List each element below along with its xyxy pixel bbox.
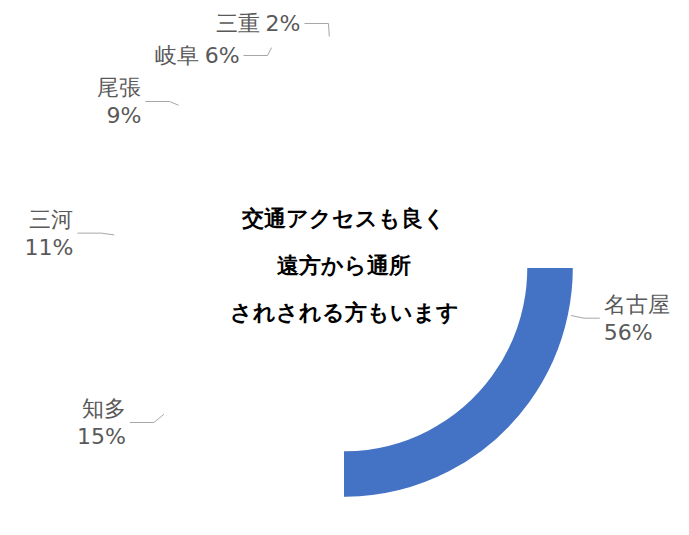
value-label: 15% <box>77 424 126 449</box>
value-label: 56% <box>604 320 653 345</box>
data-labels: 名古屋 56% 知多 15% 三河 11% 尾張 9% 岐阜6% 三重2% <box>25 11 670 449</box>
chart-container: 名古屋 56% 知多 15% 三河 11% 尾張 9% 岐阜6% 三重2% 交通アクセスも良く遠方か… <box>0 0 689 535</box>
category-label: 名古屋 <box>604 292 670 317</box>
annotation-line: 遠方から通所 <box>277 253 411 278</box>
data-label: 知多 15% <box>77 396 126 449</box>
category-label: 三重 <box>216 11 260 36</box>
value-label: 11% <box>25 235 74 260</box>
center-annotation: 交通アクセスも良く遠方から通所されされる方もいます <box>230 206 459 325</box>
leader-line <box>571 316 600 319</box>
annotation-line: 交通アクセスも良く <box>241 206 446 231</box>
data-label: 岐阜6% <box>155 43 240 68</box>
value-label: 6% <box>205 43 240 68</box>
data-label: 三重2% <box>216 11 301 36</box>
category-label: 岐阜 <box>155 43 199 68</box>
chart-svg: 名古屋 56% 知多 15% 三河 11% 尾張 9% 岐阜6% 三重2% 交通アクセスも良く遠方か… <box>0 0 689 535</box>
data-label: 三河 11% <box>25 207 74 260</box>
annotation-line: されされる方もいます <box>230 300 459 325</box>
value-label: 2% <box>266 11 301 36</box>
leader-line <box>77 233 114 235</box>
category-label: 尾張 <box>97 75 141 100</box>
slices <box>344 268 574 498</box>
data-label: 名古屋 56% <box>604 292 670 345</box>
category-label: 三河 <box>29 207 73 232</box>
leader-line <box>145 101 178 105</box>
category-label: 知多 <box>82 396 126 421</box>
leader-line <box>130 414 164 422</box>
leader-line <box>304 23 329 36</box>
leader-line <box>244 48 272 56</box>
value-label: 9% <box>106 103 141 128</box>
data-label: 尾張 9% <box>97 75 141 128</box>
